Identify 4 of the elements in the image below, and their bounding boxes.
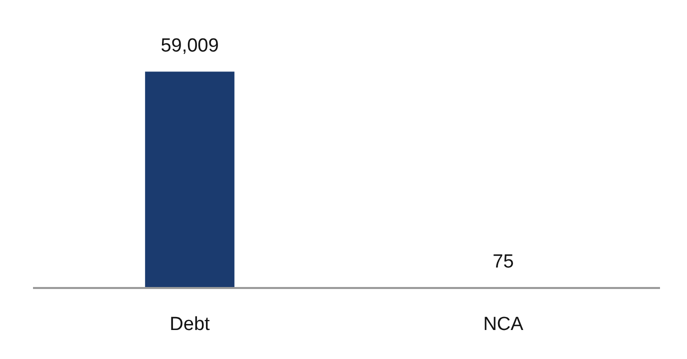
data-label: 59,009 <box>160 36 219 57</box>
data-label: 75 <box>492 252 514 273</box>
x-tick-label: Debt <box>170 314 211 335</box>
x-tick-label: NCA <box>483 314 524 335</box>
